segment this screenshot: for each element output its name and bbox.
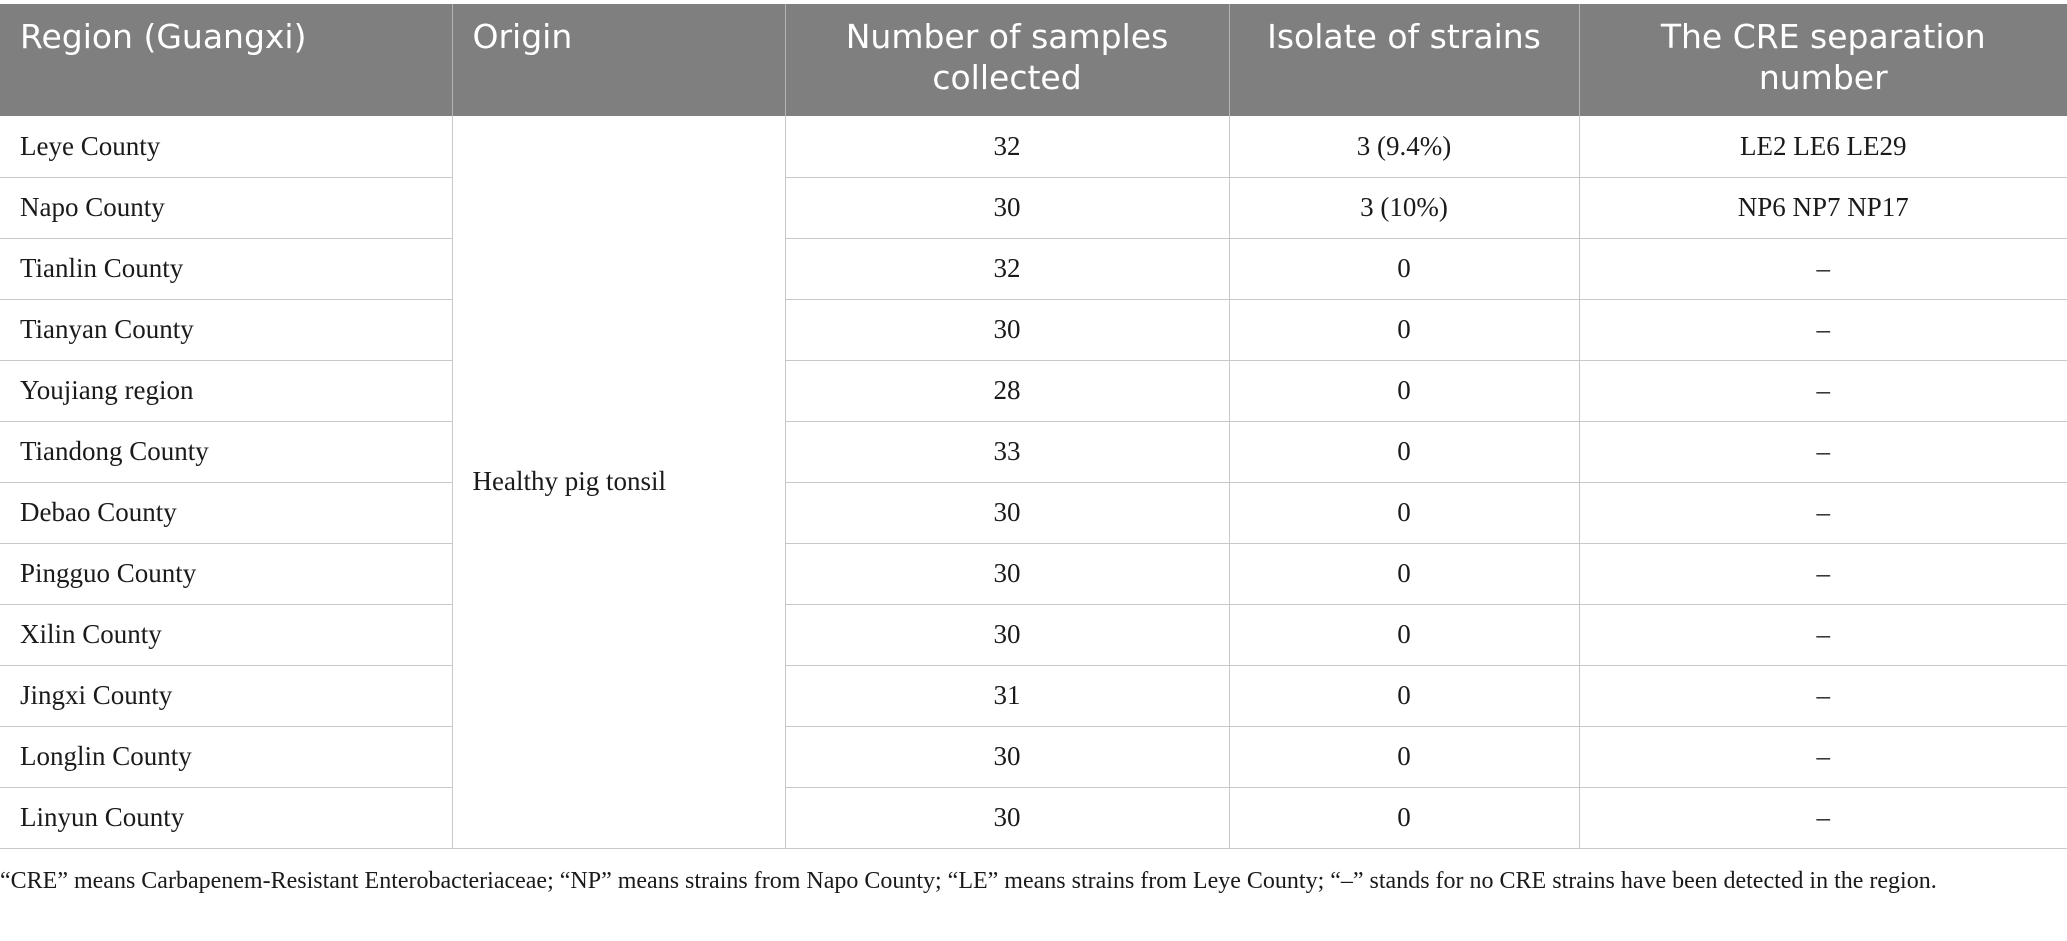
table-row: Debao County 30 0– <box>0 482 2067 544</box>
table-row: Linyun County 30 0– <box>0 787 2067 849</box>
isolates-cell: 0 <box>1228 482 1580 544</box>
isolates-cell: 0 <box>1228 604 1580 666</box>
samples-cell: 30 <box>784 543 1230 605</box>
samples-cell: 30 <box>784 726 1230 788</box>
table-row: Xilin County 30 0– <box>0 604 2067 666</box>
samples-cell: 31 <box>784 665 1230 727</box>
region-cell: Napo County <box>0 177 453 239</box>
cre-number-cell: – <box>1578 421 2067 483</box>
isolates-cell: 0 <box>1228 421 1580 483</box>
cre-number-cell: – <box>1578 482 2067 544</box>
region-cell: Tianyan County <box>0 299 453 361</box>
table-row: Tiandong County 33 0– <box>0 421 2067 483</box>
region-cell: Pingguo County <box>0 543 453 605</box>
region-cell: Longlin County <box>0 726 453 788</box>
table-container: Region (Guangxi) Origin Number of sample… <box>0 4 2067 849</box>
cre-number-cell: – <box>1578 543 2067 605</box>
cre-number-cell: – <box>1578 665 2067 727</box>
table-row: Youjiang region 28 0– <box>0 360 2067 422</box>
region-cell: Youjiang region <box>0 360 453 422</box>
samples-cell: 28 <box>784 360 1230 422</box>
region-cell: Xilin County <box>0 604 453 666</box>
region-cell: Jingxi County <box>0 665 453 727</box>
cre-number-cell: LE2 LE6 LE29 <box>1578 116 2067 178</box>
cre-number-cell: – <box>1578 726 2067 788</box>
table-row: Napo County 30 3 (10%) NP6 NP7 NP17 <box>0 177 2067 239</box>
samples-cell: 30 <box>784 482 1230 544</box>
footnote: “CRE” means Carbapenem-Resistant Enterob… <box>0 868 1937 894</box>
region-cell: Tiandong County <box>0 421 453 483</box>
samples-cell: 32 <box>784 238 1230 300</box>
table-row: Jingxi County 31 0– <box>0 665 2067 727</box>
origin-cell: Healthy pig tonsil <box>451 116 786 849</box>
table-row: Tianlin County 32 0– <box>0 238 2067 300</box>
header-isolates: Isolate of strains <box>1229 4 1580 116</box>
table-row: Tianyan County 30 0– <box>0 299 2067 361</box>
isolates-cell: 0 <box>1228 238 1580 300</box>
header-region: Region (Guangxi) <box>0 4 453 116</box>
header-row: Region (Guangxi) Origin Number of sample… <box>0 4 2067 116</box>
isolates-cell: 0 <box>1228 726 1580 788</box>
samples-cell: 30 <box>784 299 1230 361</box>
isolates-cell: 0 <box>1228 665 1580 727</box>
table-row: Pingguo County 30 0– <box>0 543 2067 605</box>
data-table: Region (Guangxi) Origin Number of sample… <box>0 4 2067 849</box>
isolates-cell: 0 <box>1228 543 1580 605</box>
samples-cell: 30 <box>784 177 1230 239</box>
isolates-cell: 0 <box>1228 360 1580 422</box>
cre-number-cell: – <box>1578 360 2067 422</box>
isolates-cell: 3 (10%) <box>1228 177 1580 239</box>
cre-number-cell: – <box>1578 787 2067 849</box>
samples-cell: 30 <box>784 787 1230 849</box>
cre-number-cell: NP6 NP7 NP17 <box>1578 177 2067 239</box>
header-samples: Number of samples collected <box>785 4 1230 116</box>
samples-cell: 32 <box>784 116 1230 178</box>
region-cell: Leye County <box>0 116 453 178</box>
samples-cell: 33 <box>784 421 1230 483</box>
isolates-cell: 3 (9.4%) <box>1228 116 1580 178</box>
cre-number-cell: – <box>1578 238 2067 300</box>
isolates-cell: 0 <box>1228 787 1580 849</box>
region-cell: Debao County <box>0 482 453 544</box>
header-origin: Origin <box>452 4 786 116</box>
header-cre-number: The CRE separation number <box>1579 4 2067 116</box>
table-row: Leye County Healthy pig tonsil 32 3 (9.4%) L… <box>0 116 2067 849</box>
cre-number-cell: – <box>1578 299 2067 361</box>
table-row: Longlin County 30 0– <box>0 726 2067 788</box>
isolates-cell: 0 <box>1228 299 1580 361</box>
cre-number-cell: – <box>1578 604 2067 666</box>
samples-cell: 30 <box>784 604 1230 666</box>
region-cell: Linyun County <box>0 787 453 849</box>
region-cell: Tianlin County <box>0 238 453 300</box>
